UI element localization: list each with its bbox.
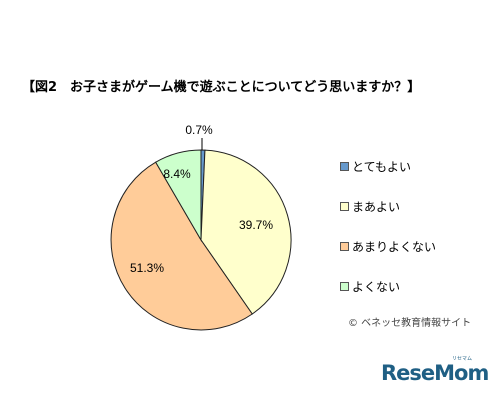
legend-item-4: よくない <box>340 278 400 295</box>
pie-slice-4 <box>155 149 202 242</box>
legend-item-1: とてもよい <box>340 158 411 175</box>
legend-swatch <box>340 282 349 291</box>
legend-swatch <box>340 162 349 171</box>
pie-slice-2 <box>200 149 292 315</box>
chart-title: 【図2 お子さまがゲーム機で遊ぶことについてどう思いますか？】 <box>22 80 421 95</box>
legend-label: あまりよくない <box>352 240 437 254</box>
legend-label: よくない <box>352 280 401 294</box>
source-credit: © ベネッセ教育情報サイト <box>348 318 472 329</box>
pie-slice-3 <box>110 161 253 331</box>
legend-item-2: まあよい <box>340 198 400 215</box>
legend-item-3: あまりよくない <box>340 238 436 255</box>
resemom-logo-subtext: リセマム <box>452 356 473 362</box>
resemom-logo: ReseMom <box>381 361 489 385</box>
legend-label: まあよい <box>352 200 401 214</box>
data-label-1: 0.7% <box>185 123 213 137</box>
legend-swatch <box>340 242 349 251</box>
legend-label: とてもよい <box>352 160 412 174</box>
legend-swatch <box>340 202 349 211</box>
data-label-2: 39.7% <box>239 218 273 232</box>
data-label-4: 8.4% <box>163 167 191 181</box>
data-label-3: 51.3% <box>130 261 164 275</box>
